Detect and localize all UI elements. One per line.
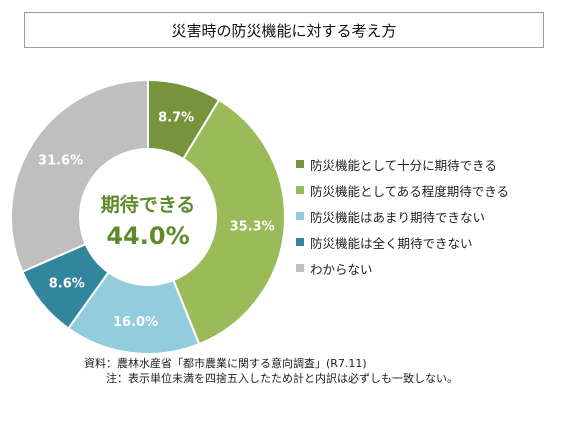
legend-item: 防災機能としてある程度期待できる: [296, 177, 566, 203]
slice-somewhat-expect-label: 35.3%: [230, 220, 275, 235]
legend-swatch: [296, 160, 304, 168]
legend-swatch: [296, 264, 304, 272]
center-label: 期待できる: [101, 193, 196, 216]
source-note: 資料：農林水産省「都市農業に関する意向調査」(R7.11): [84, 357, 367, 370]
legend-swatch: [296, 186, 304, 194]
legend-item: 防災機能はあまり期待できない: [296, 203, 566, 229]
legend: 防災機能として十分に期待できる 防災機能としてある程度期待できる 防災機能はあまり期…: [296, 151, 566, 281]
legend-item: 防災機能は全く期待できない: [296, 229, 566, 255]
slice-labels: 8.7% 35.3% 16.0% 8.6% 31.6%: [38, 110, 275, 329]
slice-not-much-label: 16.0%: [113, 315, 158, 330]
slice-somewhat-expect: [172, 98, 286, 346]
chart-title: 災害時の防災機能に対する考え方: [24, 12, 544, 48]
slice-dont-know-label: 31.6%: [38, 154, 83, 169]
donut-chart: 8.7% 35.3% 16.0% 8.6% 31.6% 期待できる 44.0%: [10, 78, 286, 355]
legend-label: 防災機能として十分に期待できる: [310, 157, 497, 173]
slice-not-at-all-label: 8.6%: [49, 277, 85, 292]
footnotes: 資料：農林水産省「都市農業に関する意向調査」(R7.11) 注：表示単位未満を四…: [84, 356, 564, 386]
legend-label: 防災機能としてある程度期待できる: [310, 183, 510, 199]
legend-label: わからない: [310, 261, 373, 277]
legend-swatch: [296, 238, 304, 246]
center-value: 44.0%: [106, 222, 189, 250]
legend-item: わからない: [296, 255, 566, 281]
legend-label: 防災機能はあまり期待できない: [310, 209, 486, 225]
rounding-note: 注：表示単位未満を四捨五入したため計と内訳は必ずしも一致しない。: [106, 372, 458, 385]
legend-swatch: [296, 212, 304, 220]
legend-item: 防災機能として十分に期待できる: [296, 151, 566, 177]
slice-not-much: [66, 270, 201, 355]
chart-title-text: 災害時の防災機能に対する考え方: [171, 21, 397, 40]
donut-slices: [10, 78, 286, 355]
slice-fully-expect-label: 8.7%: [158, 110, 194, 125]
slice-dont-know: [10, 78, 149, 274]
legend-label: 防災機能は全く期待できない: [310, 235, 473, 251]
